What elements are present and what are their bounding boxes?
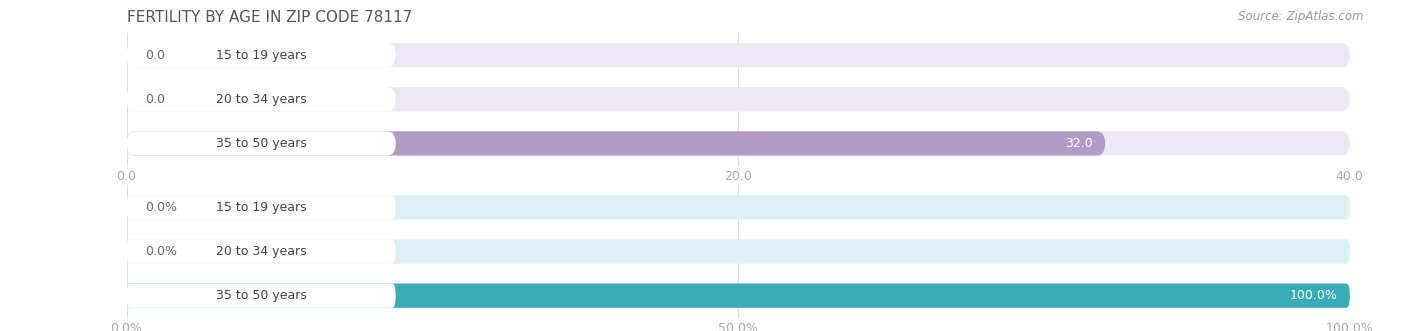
- FancyBboxPatch shape: [127, 284, 1350, 308]
- Text: 15 to 19 years: 15 to 19 years: [215, 201, 307, 214]
- Text: 0.0%: 0.0%: [145, 245, 177, 258]
- FancyBboxPatch shape: [127, 239, 1350, 264]
- Text: 100.0%: 100.0%: [1289, 289, 1337, 302]
- Text: Source: ZipAtlas.com: Source: ZipAtlas.com: [1239, 10, 1364, 23]
- FancyBboxPatch shape: [127, 195, 1350, 219]
- FancyBboxPatch shape: [127, 131, 1105, 156]
- Text: 15 to 19 years: 15 to 19 years: [215, 49, 307, 62]
- FancyBboxPatch shape: [127, 43, 395, 67]
- Text: FERTILITY BY AGE IN ZIP CODE 78117: FERTILITY BY AGE IN ZIP CODE 78117: [127, 10, 412, 25]
- Text: 32.0: 32.0: [1066, 137, 1092, 150]
- Text: 35 to 50 years: 35 to 50 years: [215, 137, 307, 150]
- Text: 0.0%: 0.0%: [145, 201, 177, 214]
- Text: 20 to 34 years: 20 to 34 years: [215, 93, 307, 106]
- Text: 0.0: 0.0: [145, 93, 165, 106]
- FancyBboxPatch shape: [127, 87, 1350, 112]
- Text: 35 to 50 years: 35 to 50 years: [215, 289, 307, 302]
- FancyBboxPatch shape: [127, 87, 395, 112]
- FancyBboxPatch shape: [127, 43, 1350, 67]
- FancyBboxPatch shape: [127, 239, 395, 264]
- FancyBboxPatch shape: [127, 284, 1350, 308]
- FancyBboxPatch shape: [127, 284, 395, 308]
- Text: 20 to 34 years: 20 to 34 years: [215, 245, 307, 258]
- FancyBboxPatch shape: [127, 131, 395, 156]
- FancyBboxPatch shape: [127, 131, 1350, 156]
- Text: 0.0: 0.0: [145, 49, 165, 62]
- FancyBboxPatch shape: [127, 195, 395, 219]
